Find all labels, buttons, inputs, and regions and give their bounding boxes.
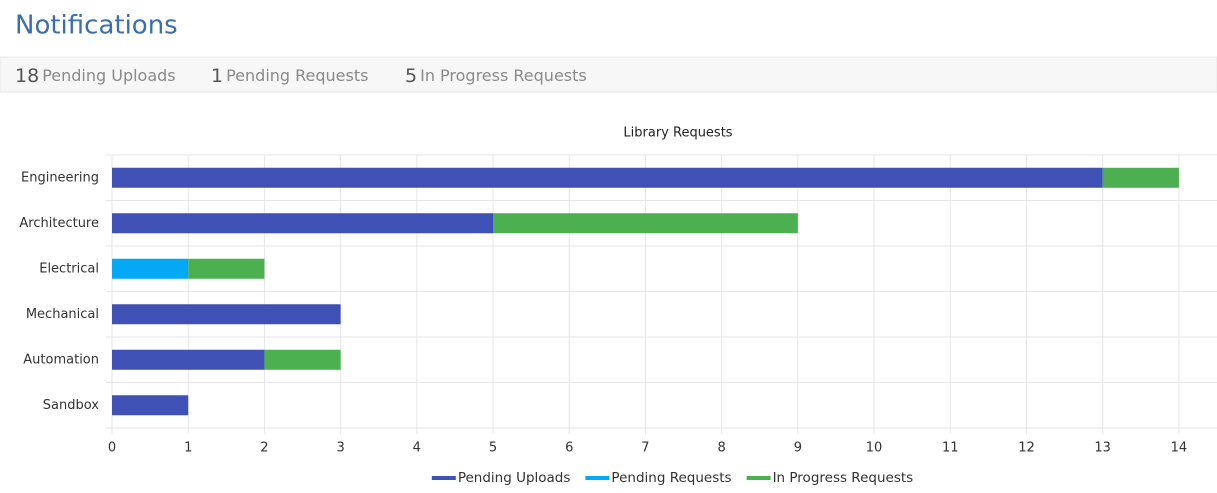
legend-swatch <box>585 476 610 480</box>
x-tick-label: 14 <box>1171 441 1188 456</box>
x-tick-label: 10 <box>866 441 883 456</box>
x-tick-label: 8 <box>718 441 726 456</box>
y-tick-label: Engineering <box>21 170 99 185</box>
stat-label: In Progress Requests <box>420 66 587 85</box>
stat: 18 Pending Uploads <box>15 65 176 87</box>
x-tick-label: 5 <box>489 441 497 456</box>
y-tick-label: Architecture <box>19 216 99 231</box>
x-tick-label: 6 <box>565 441 573 456</box>
stats-bar <box>0 56 1217 93</box>
y-tick-label: Automation <box>23 352 99 367</box>
legend-item: Pending Requests <box>585 470 732 486</box>
stat: 1 Pending Requests <box>211 65 368 87</box>
x-tick-label: 2 <box>260 441 268 456</box>
stat-label: Pending Uploads <box>42 66 175 85</box>
bar-segment <box>112 167 1103 188</box>
stat-count: 1 <box>211 65 223 87</box>
legend-label: Pending Uploads <box>458 470 571 486</box>
bar-segment <box>112 349 265 370</box>
x-tick-label: 4 <box>413 441 421 456</box>
bar-segment <box>264 349 341 370</box>
x-tick-label: 0 <box>108 441 116 456</box>
bar-segment <box>188 258 265 279</box>
x-tick-label: 11 <box>942 441 959 456</box>
page-title: Notifications <box>15 11 178 41</box>
bar-segment <box>112 304 341 325</box>
legend-label: Pending Requests <box>611 470 731 486</box>
stat-count: 18 <box>15 65 39 87</box>
legend-label: In Progress Requests <box>773 470 914 486</box>
bar-segment <box>1102 167 1179 188</box>
x-tick-label: 12 <box>1018 441 1035 456</box>
x-tick-label: 9 <box>794 441 802 456</box>
stat-label: Pending Requests <box>226 66 368 85</box>
y-tick-label: Sandbox <box>43 398 100 413</box>
bar-segment <box>112 213 494 234</box>
x-tick-label: 7 <box>641 441 649 456</box>
bar-segment <box>493 213 798 234</box>
legend-item: In Progress Requests <box>746 470 914 486</box>
bar-segment <box>112 258 189 279</box>
stat: 5 In Progress Requests <box>405 65 587 87</box>
stat-count: 5 <box>405 65 417 87</box>
y-tick-label: Electrical <box>39 261 99 276</box>
x-tick-label: 13 <box>1094 441 1111 456</box>
legend-swatch <box>431 476 456 480</box>
legend-item: Pending Uploads <box>431 470 571 486</box>
x-tick-label: 3 <box>336 441 344 456</box>
legend-swatch <box>746 476 771 480</box>
y-tick-label: Mechanical <box>26 307 99 322</box>
bar-segment <box>112 395 189 416</box>
x-tick-label: 1 <box>184 441 192 456</box>
chart-title: Library Requests <box>623 126 732 141</box>
